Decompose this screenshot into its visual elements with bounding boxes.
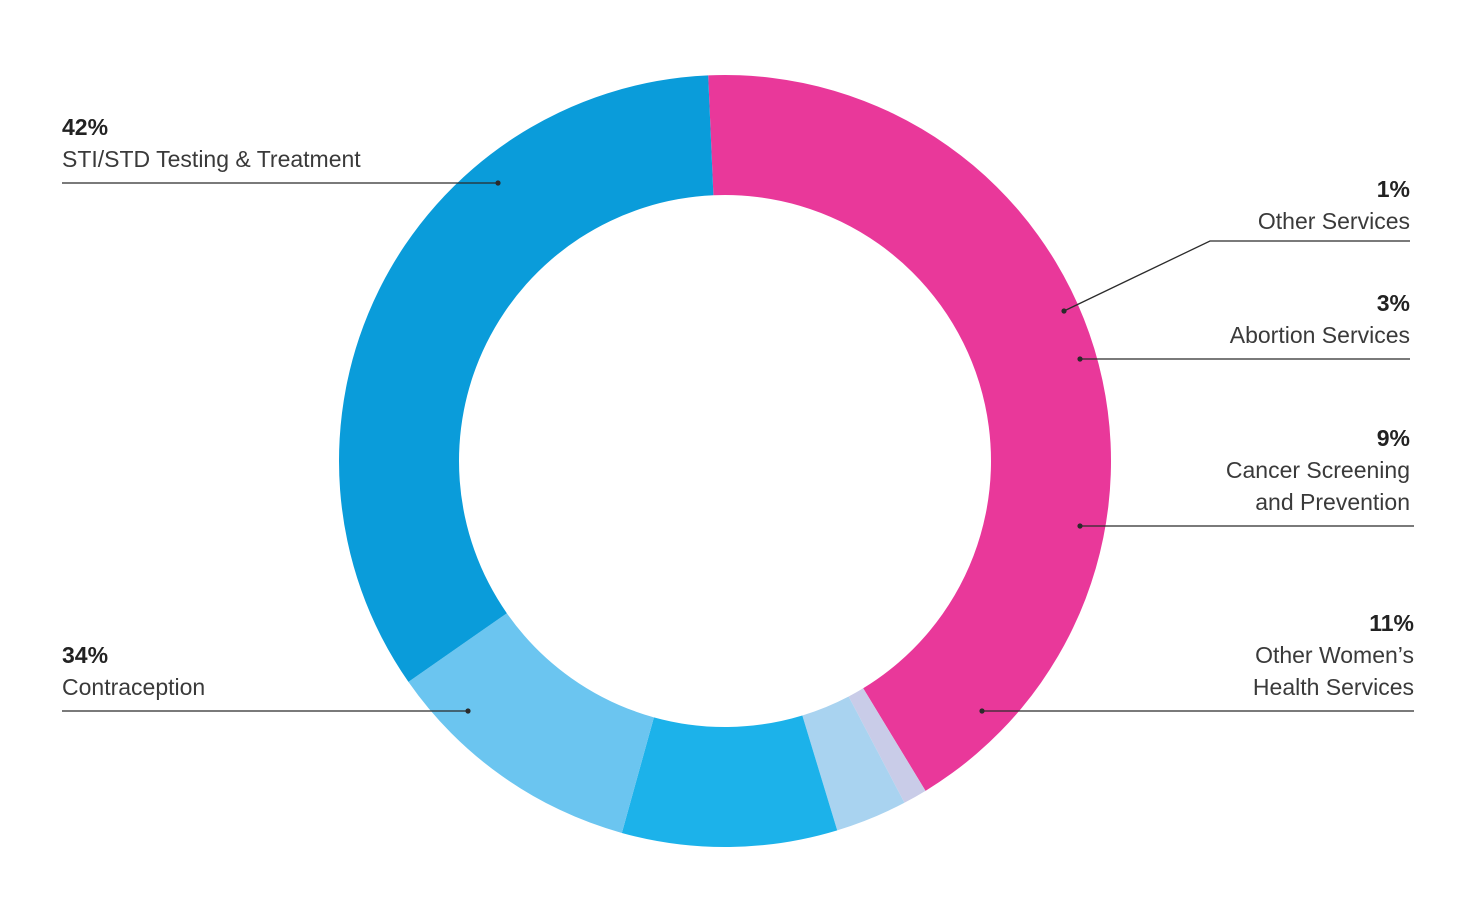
slice-category-label: and Prevention	[1255, 489, 1410, 515]
slice-percent: 9%	[1377, 425, 1410, 451]
leader-dot	[979, 708, 985, 714]
slice-percent: 11%	[1369, 610, 1414, 636]
slice-percent: 42%	[62, 114, 108, 140]
leader-line	[1063, 240, 1410, 312]
donut-slice-5	[408, 613, 654, 833]
donut-slice-2	[848, 688, 926, 803]
slice-labels: 42% STI/STD Testing & Treatment 1% Other Se…	[62, 114, 1414, 714]
slice-label-6: 34% Contraception	[62, 642, 471, 714]
slice-category-label: Contraception	[62, 674, 205, 700]
slice-label-5: 11% Other Women’s Health Services	[979, 610, 1414, 714]
slice-percent: 3%	[1377, 290, 1410, 316]
donut-slice-4	[621, 715, 838, 848]
leader-dot	[1077, 356, 1083, 362]
donut-slice-1	[708, 75, 1111, 791]
slice-percent: 34%	[62, 642, 108, 668]
slice-category-label: Abortion Services	[1230, 322, 1410, 348]
slice-label-4: 9% Cancer Screening and Prevention	[1077, 425, 1414, 529]
leader-dot	[465, 708, 471, 714]
slice-category-label: Other Services	[1258, 208, 1410, 234]
slice-label-1: 42% STI/STD Testing & Treatment	[62, 114, 501, 186]
slice-category-label: Cancer Screening	[1226, 457, 1410, 483]
leader-dot	[495, 180, 501, 186]
donut-slice-6	[339, 75, 714, 682]
leader-dot	[1077, 523, 1083, 529]
slice-label-2: 1% Other Services	[1061, 176, 1410, 314]
donut-slices	[339, 75, 1111, 848]
slice-category-label: Health Services	[1253, 674, 1414, 700]
donut-slice-3	[802, 696, 905, 831]
slice-percent: 1%	[1377, 176, 1410, 202]
slice-category-label: Other Women’s	[1255, 642, 1414, 668]
slice-category-label: STI/STD Testing & Treatment	[62, 146, 361, 172]
slice-label-3: 3% Abortion Services	[1077, 290, 1410, 362]
leader-dot	[1061, 308, 1067, 314]
